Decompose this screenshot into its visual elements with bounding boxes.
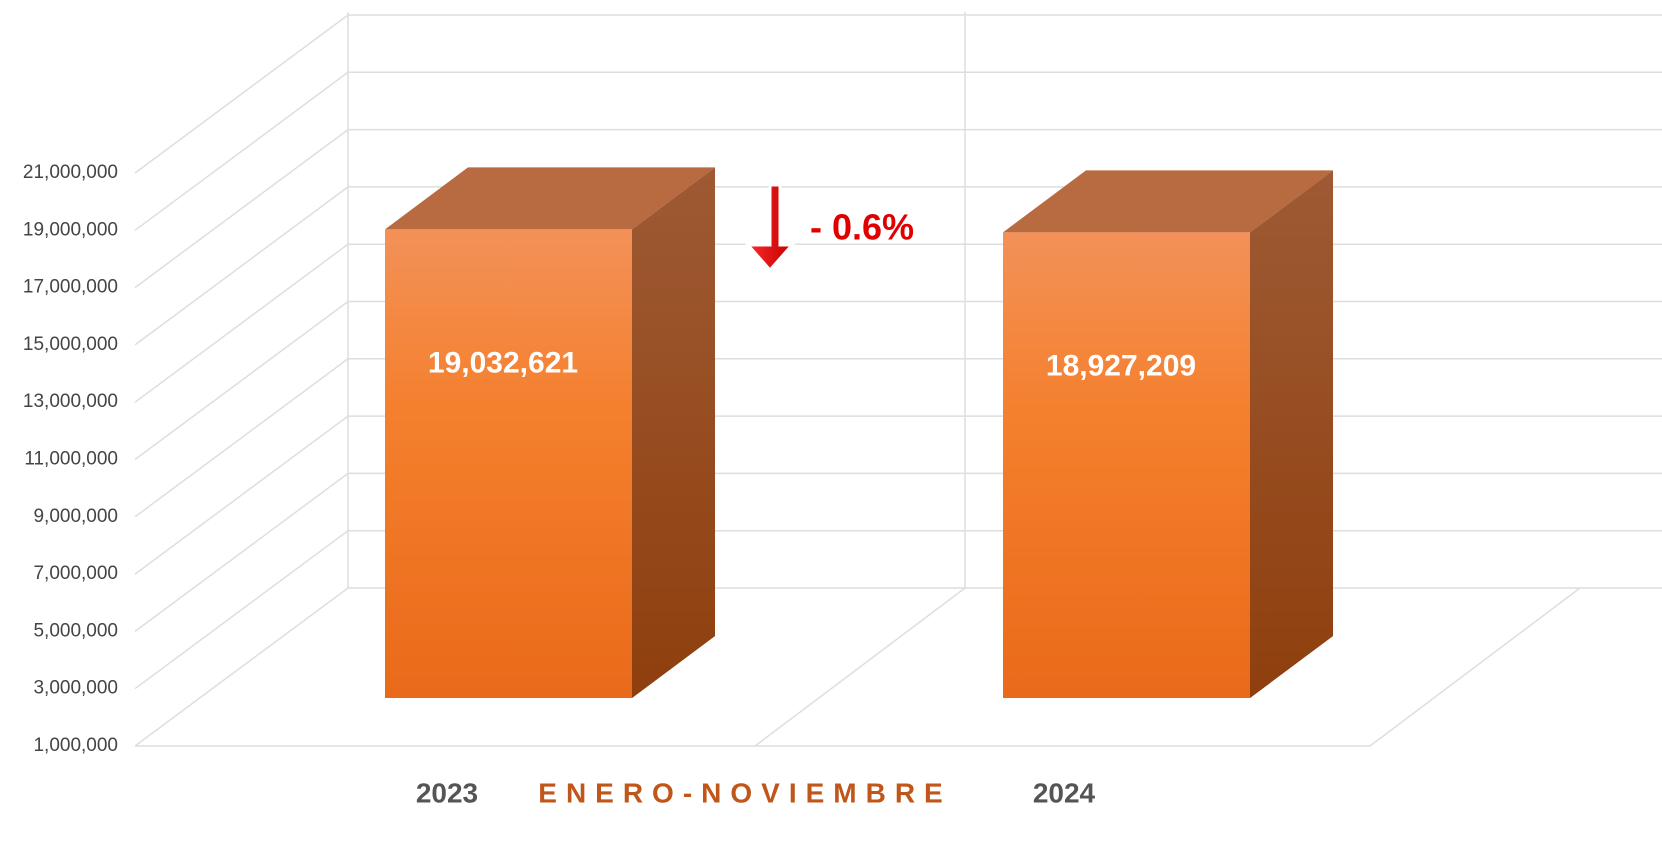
grid-line — [134, 358, 1662, 518]
bar-top — [1003, 170, 1333, 233]
grid-line — [134, 415, 1662, 575]
bar — [1003, 232, 1250, 698]
value-label: 19,032,621 — [428, 346, 578, 379]
y-tick-label: 3,000,000 — [33, 678, 118, 699]
bar-side — [1250, 170, 1333, 698]
grid-line — [134, 472, 1662, 633]
bar — [385, 229, 632, 698]
grid-line — [134, 529, 1662, 690]
y-tick-label: 7,000,000 — [33, 563, 118, 584]
y-tick-label: 19,000,000 — [23, 219, 118, 240]
bar-side — [632, 167, 715, 698]
annotation: - 0.6% — [810, 207, 914, 248]
grid-line — [134, 14, 1662, 174]
y-tick-label: 21,000,000 — [23, 162, 118, 183]
y-tick-label: 17,000,000 — [23, 277, 118, 298]
bar-top — [385, 167, 715, 230]
y-tick-label: 1,000,000 — [33, 735, 118, 756]
y-tick-label: 11,000,000 — [24, 449, 118, 470]
x-tick-label: 2023 — [416, 777, 478, 808]
down-arrow — [744, 183, 796, 273]
y-tick-label: 5,000,000 — [33, 620, 118, 641]
y-tick-label: 13,000,000 — [23, 391, 118, 412]
back-wall — [135, 12, 1581, 747]
x-tick-label: 2024 — [1033, 777, 1096, 808]
x-axis-label: ENERO-NOVIEMBRE — [538, 777, 951, 808]
grid-line — [134, 243, 1662, 403]
y-tick-label: 15,000,000 — [23, 334, 118, 355]
grid-line — [134, 71, 1662, 231]
grid-line — [134, 587, 1662, 747]
value-label: 18,927,209 — [1046, 349, 1196, 382]
y-tick-label: 9,000,000 — [33, 506, 118, 527]
grid-line — [134, 128, 1662, 289]
grid-line — [134, 300, 1662, 461]
